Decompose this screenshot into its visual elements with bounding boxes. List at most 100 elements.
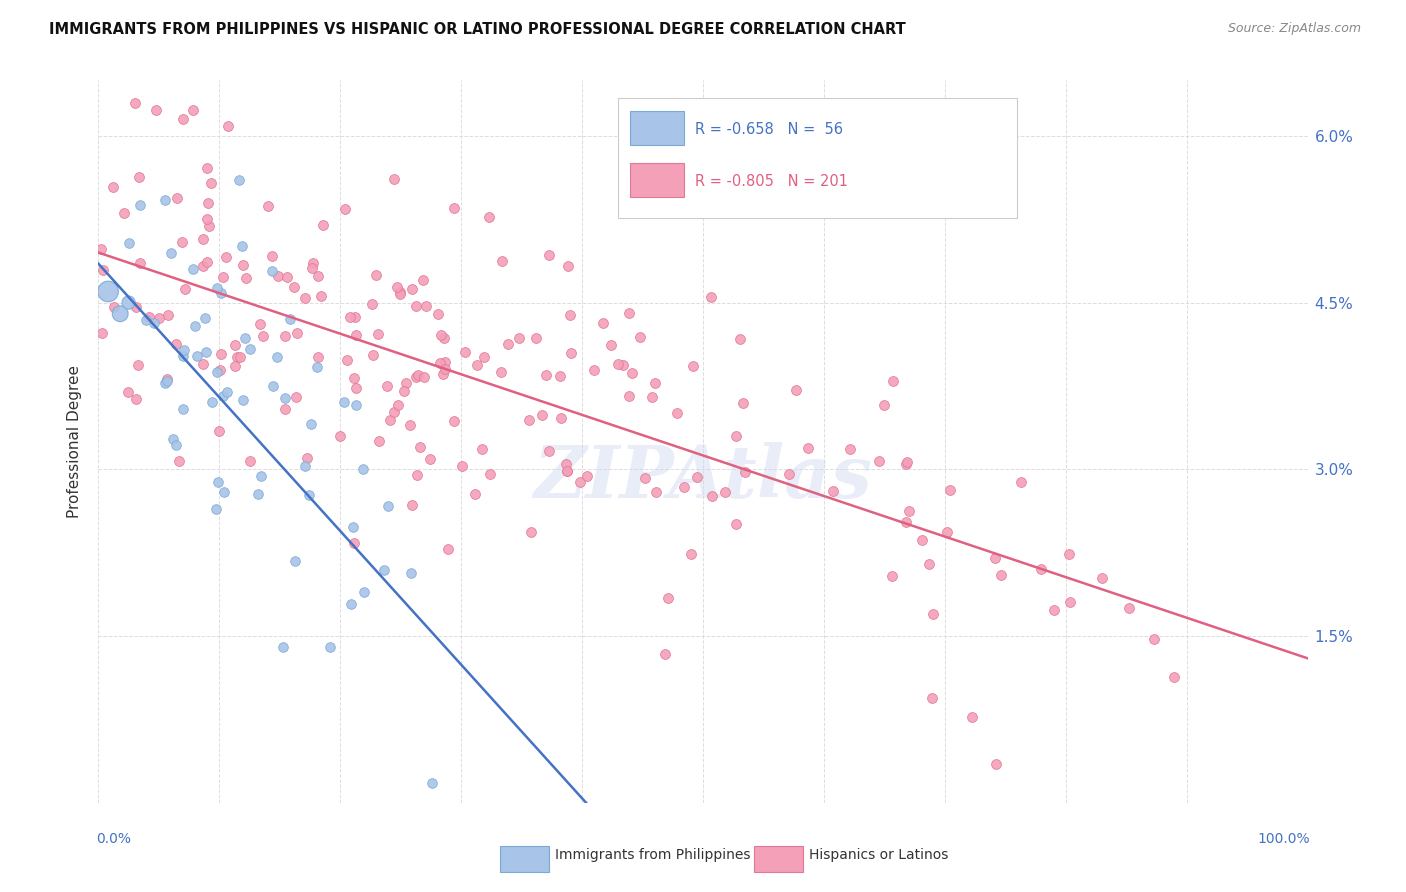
Point bbox=[128, 197, 150, 211]
Point bbox=[191, 357, 214, 371]
Point bbox=[212, 389, 235, 403]
Point bbox=[938, 483, 960, 497]
Point bbox=[821, 483, 844, 498]
Y-axis label: Professional Degree: Professional Degree bbox=[67, 365, 83, 518]
Point bbox=[232, 392, 254, 407]
Point bbox=[212, 269, 235, 284]
Point bbox=[882, 568, 904, 582]
Point bbox=[433, 331, 456, 345]
Point bbox=[103, 300, 125, 314]
Point bbox=[257, 199, 280, 213]
Point bbox=[665, 406, 688, 420]
Point bbox=[368, 434, 391, 448]
Point bbox=[990, 568, 1012, 582]
Point bbox=[129, 255, 152, 269]
FancyBboxPatch shape bbox=[630, 163, 683, 196]
Point bbox=[93, 263, 115, 277]
Point bbox=[558, 308, 581, 322]
Point bbox=[205, 501, 228, 516]
Point bbox=[231, 239, 253, 253]
Point bbox=[239, 342, 262, 356]
Point bbox=[342, 370, 364, 384]
Point bbox=[432, 367, 454, 381]
FancyBboxPatch shape bbox=[619, 98, 1018, 218]
Point bbox=[197, 196, 219, 211]
Point bbox=[560, 346, 582, 360]
Point bbox=[619, 306, 641, 320]
Point bbox=[181, 103, 204, 118]
Text: 0.0%: 0.0% bbox=[96, 831, 131, 846]
Point bbox=[548, 368, 571, 383]
Point bbox=[205, 365, 228, 379]
Point bbox=[260, 249, 283, 263]
Point bbox=[382, 172, 405, 186]
Point bbox=[299, 417, 322, 432]
Point bbox=[517, 413, 540, 427]
Point bbox=[165, 438, 187, 452]
Point bbox=[657, 591, 679, 605]
Point bbox=[208, 425, 231, 439]
Point bbox=[249, 317, 271, 331]
Point bbox=[392, 384, 415, 398]
Point bbox=[97, 285, 120, 299]
Point bbox=[344, 310, 367, 325]
Point bbox=[454, 345, 477, 359]
Point bbox=[266, 350, 288, 364]
Point bbox=[283, 280, 305, 294]
Point bbox=[1057, 547, 1080, 561]
Point bbox=[1042, 603, 1064, 617]
Point bbox=[319, 640, 342, 654]
Point bbox=[399, 566, 422, 580]
Point bbox=[90, 242, 112, 256]
Point bbox=[778, 467, 800, 481]
Point bbox=[702, 489, 724, 503]
Point bbox=[184, 319, 207, 334]
Point bbox=[167, 454, 190, 468]
Point bbox=[377, 500, 399, 514]
Point bbox=[382, 405, 405, 419]
Point bbox=[894, 458, 917, 472]
Point bbox=[685, 470, 707, 484]
Point bbox=[405, 370, 427, 384]
Point bbox=[1091, 571, 1114, 585]
Point bbox=[387, 397, 409, 411]
Point bbox=[181, 262, 204, 277]
Point bbox=[217, 119, 239, 133]
Point bbox=[882, 374, 904, 388]
Point bbox=[112, 206, 135, 220]
Point bbox=[911, 533, 934, 548]
Point bbox=[699, 290, 721, 304]
Text: Hispanics or Latinos: Hispanics or Latinos bbox=[810, 847, 949, 862]
Point bbox=[921, 690, 943, 705]
Point bbox=[464, 487, 486, 501]
Point bbox=[295, 450, 318, 465]
Point bbox=[273, 392, 295, 406]
Point bbox=[160, 246, 183, 260]
Point bbox=[194, 344, 217, 359]
Point bbox=[962, 709, 984, 723]
Point bbox=[208, 362, 231, 376]
Point bbox=[353, 585, 375, 599]
Point bbox=[209, 286, 232, 301]
Point bbox=[399, 417, 422, 432]
Point bbox=[193, 310, 215, 325]
Point bbox=[284, 554, 307, 568]
Point bbox=[170, 235, 193, 249]
Point bbox=[508, 331, 530, 345]
Point bbox=[898, 503, 921, 517]
Point bbox=[450, 459, 472, 474]
Point bbox=[197, 219, 219, 234]
Point bbox=[489, 366, 512, 380]
Point bbox=[312, 218, 335, 232]
Point bbox=[536, 368, 558, 382]
Point bbox=[186, 349, 208, 363]
Point bbox=[634, 471, 657, 485]
Point bbox=[172, 112, 194, 127]
Point bbox=[427, 307, 450, 321]
Point bbox=[869, 454, 891, 468]
Point bbox=[401, 499, 423, 513]
Point bbox=[333, 395, 356, 409]
Point bbox=[118, 295, 141, 310]
Point bbox=[224, 338, 246, 352]
Point bbox=[734, 465, 756, 479]
